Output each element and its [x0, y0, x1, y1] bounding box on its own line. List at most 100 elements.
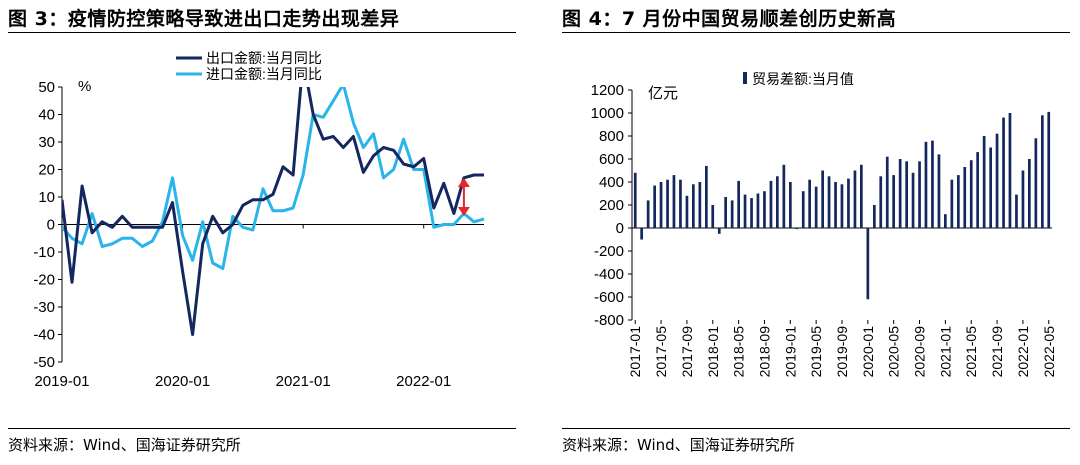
y-tick-label: 40 — [38, 107, 55, 124]
x-tick-label: 2017-01 — [627, 326, 643, 378]
bar — [821, 170, 824, 228]
difference-arrow-head-down — [457, 207, 470, 216]
bar — [982, 136, 986, 228]
bar — [860, 164, 863, 229]
bar — [653, 185, 656, 228]
bar — [782, 164, 786, 229]
x-tick-label: 2021-01 — [937, 326, 953, 378]
y-tick-label: 0 — [616, 220, 624, 237]
y-tick-label: -10 — [33, 244, 55, 261]
x-tick-label: 2020-01 — [860, 326, 876, 378]
y-tick-label: 10 — [38, 189, 55, 206]
y-tick-label: -40 — [33, 327, 55, 344]
y-tick-label: -50 — [33, 354, 55, 371]
x-tick-label: 2020-09 — [912, 326, 928, 378]
y-unit-label: % — [78, 78, 91, 95]
bar — [924, 141, 928, 229]
bar — [1015, 194, 1018, 228]
bar — [989, 147, 992, 228]
bar — [963, 167, 967, 228]
bar — [892, 175, 895, 228]
bar — [640, 228, 643, 240]
bar — [1047, 111, 1051, 229]
x-tick-label: 2020-05 — [886, 326, 902, 378]
bar — [853, 170, 857, 228]
bar — [931, 140, 934, 228]
y-tick-label: -30 — [33, 299, 55, 316]
series-line-import — [62, 87, 485, 270]
right-chart-source: 资料来源：Wind、国海证券研究所 — [562, 436, 795, 454]
left-chart-source: 资料来源：Wind、国海证券研究所 — [8, 436, 241, 454]
x-tick-label: 2022-01 — [396, 373, 451, 390]
bar — [769, 180, 773, 229]
x-tick-label: 2019-01 — [782, 326, 798, 378]
bar — [789, 182, 792, 228]
bar — [1002, 117, 1005, 228]
x-tick-label: 2021-05 — [963, 326, 979, 378]
legend-label-balance: 贸易差额:当月值 — [752, 71, 854, 87]
bar — [685, 195, 689, 228]
bar — [776, 176, 779, 229]
bar — [866, 228, 870, 300]
bar — [834, 182, 837, 228]
y-tick-label: -800 — [594, 312, 624, 329]
bar — [750, 198, 753, 228]
bar — [898, 159, 902, 228]
bar — [918, 161, 921, 228]
bar — [724, 197, 727, 229]
bar — [950, 179, 954, 228]
bar — [879, 176, 883, 229]
y-tick-label: 1200 — [591, 82, 624, 99]
bar — [937, 154, 941, 228]
y-tick-label: 400 — [599, 174, 624, 191]
bar — [737, 180, 740, 229]
bar — [957, 175, 960, 228]
bar — [995, 133, 999, 228]
y-tick-label: 20 — [38, 162, 55, 179]
source-rule-right — [562, 428, 1070, 429]
y-tick-label: -400 — [594, 266, 624, 283]
y-tick-label: 30 — [38, 134, 55, 151]
bar — [1034, 138, 1038, 228]
y-tick-label: -600 — [594, 289, 624, 306]
x-tick-label: 2019-01 — [34, 373, 89, 390]
bar — [969, 160, 973, 229]
bar — [711, 205, 715, 228]
bar — [873, 205, 876, 228]
bar — [1041, 115, 1044, 228]
y-tick-label: -200 — [594, 243, 624, 260]
bar — [814, 186, 818, 228]
bar — [763, 191, 766, 228]
bar — [808, 179, 811, 228]
legend-label-export: 出口金额:当月同比 — [206, 50, 322, 66]
x-tick-label: 2018-01 — [705, 326, 721, 378]
title-rule-left — [8, 32, 516, 33]
bar — [827, 176, 831, 229]
series-line-export — [62, 87, 484, 336]
left-chart-title: 图 3：疫情防控策略导致进出口走势出现差异 — [8, 8, 400, 30]
bar — [666, 179, 669, 228]
x-tick-label: 2021-01 — [276, 373, 331, 390]
x-tick-label: 2020-01 — [155, 373, 210, 390]
y-tick-label: 600 — [599, 151, 624, 168]
x-tick-label: 2019-09 — [834, 326, 850, 378]
x-tick-label: 2022-05 — [1041, 326, 1057, 378]
bar — [646, 200, 650, 228]
x-tick-label: 2017-09 — [679, 326, 695, 378]
x-tick-label: 2019-05 — [808, 326, 824, 378]
y-tick-label: 50 — [38, 79, 55, 96]
y-unit-label: 亿元 — [648, 85, 678, 102]
bar — [659, 182, 663, 228]
bar — [1021, 170, 1025, 228]
bar-chart-trade-balance: 1200 1000 800 600 400 200 0 -200 -400 -600 -800 亿元 贸… — [591, 71, 1057, 378]
bar — [698, 182, 702, 228]
bar — [840, 184, 844, 228]
bar — [730, 200, 734, 228]
bar — [756, 193, 760, 228]
bar — [692, 184, 695, 228]
bar — [801, 191, 805, 228]
bar — [885, 156, 889, 228]
bar — [743, 194, 747, 228]
bar — [672, 175, 676, 228]
bar — [905, 161, 908, 228]
